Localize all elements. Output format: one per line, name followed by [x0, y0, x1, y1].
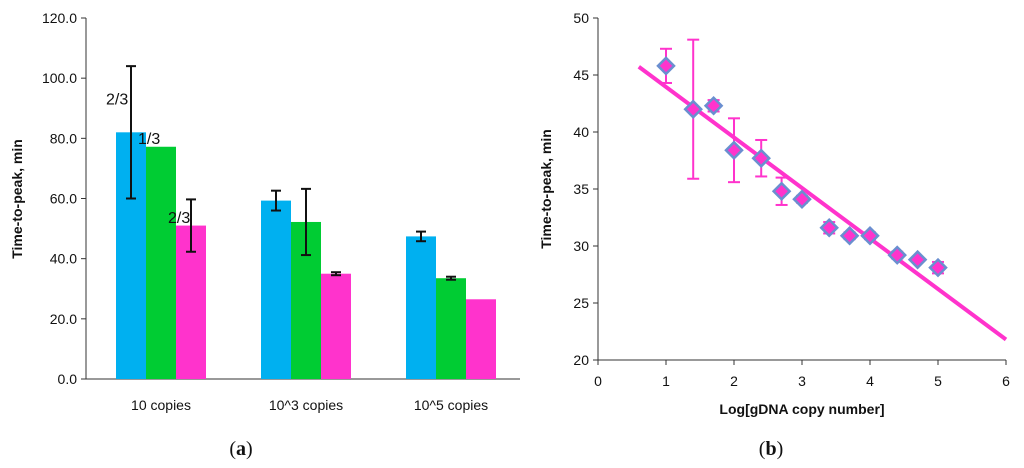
- bar: [146, 146, 176, 379]
- data-point: [839, 225, 860, 246]
- bar: [406, 236, 436, 379]
- y-tick-label: 60.0: [50, 191, 77, 207]
- x-tick-label: 10 copies: [131, 397, 191, 413]
- bar: [261, 200, 291, 379]
- bar-chart-panel: 0.0 20.0 40.0 60.0 80.0 100.0 120.0 10 copies 1…: [9, 10, 520, 460]
- data-point: [771, 181, 792, 202]
- y-tick-label: 100.0: [42, 70, 77, 86]
- y-axis-title: Time-to-peak, min: [538, 129, 554, 249]
- x-tick-label: 4: [866, 373, 874, 389]
- y-tick-label: 40: [573, 124, 589, 140]
- bar: [466, 299, 496, 379]
- y-tick-label: 30: [573, 238, 589, 254]
- bar-annotation: 1/3: [138, 131, 160, 148]
- bar-annotation: 2/3: [168, 210, 190, 227]
- data-point: [683, 99, 703, 119]
- data-point: [792, 189, 812, 210]
- bar: [436, 278, 466, 379]
- panel-letter-a: a: [236, 438, 246, 460]
- x-tick-label: 10^5 copies: [414, 397, 488, 413]
- y-tick-label: 40.0: [50, 251, 77, 267]
- y-tick-label: 20: [573, 352, 589, 368]
- x-tick-label: 0: [594, 373, 602, 389]
- x-tick-label: 6: [1002, 373, 1010, 389]
- x-tick-label: 1: [662, 373, 670, 389]
- panel-letter-b: b: [765, 438, 776, 460]
- data-point: [751, 148, 771, 168]
- data-point: [819, 217, 839, 238]
- data-point: [907, 249, 928, 270]
- y-tick-label: 50: [573, 10, 589, 26]
- trendline: [637, 65, 1008, 342]
- panel-label-a: (a): [229, 438, 252, 460]
- x-tick-label: 3: [798, 373, 806, 389]
- y-tick-label: 0.0: [58, 371, 78, 387]
- y-tick-label: 20.0: [50, 311, 77, 327]
- x-axis-title: Log[gDNA copy number]: [719, 401, 884, 417]
- data-point: [860, 225, 880, 246]
- x-tick-label: 5: [934, 373, 942, 389]
- panel-label-b: (b): [759, 438, 783, 460]
- y-tick-label: 25: [573, 295, 589, 311]
- y-axis-title: Time-to-peak, min: [9, 139, 25, 259]
- y-tick-label: 45: [573, 67, 589, 83]
- data-point: [703, 96, 724, 116]
- data-point: [656, 56, 676, 76]
- x-tick-label: 10^3 copies: [269, 397, 343, 413]
- y-tick-label: 80.0: [50, 130, 77, 146]
- data-point: [724, 140, 744, 161]
- data-point: [928, 257, 948, 278]
- x-tick-label: 2: [730, 373, 738, 389]
- bar-annotation: 2/3: [106, 91, 128, 108]
- bar: [321, 273, 351, 379]
- y-tick-label: 35: [573, 181, 589, 197]
- data-point: [887, 245, 907, 265]
- y-tick-label: 120.0: [42, 10, 77, 26]
